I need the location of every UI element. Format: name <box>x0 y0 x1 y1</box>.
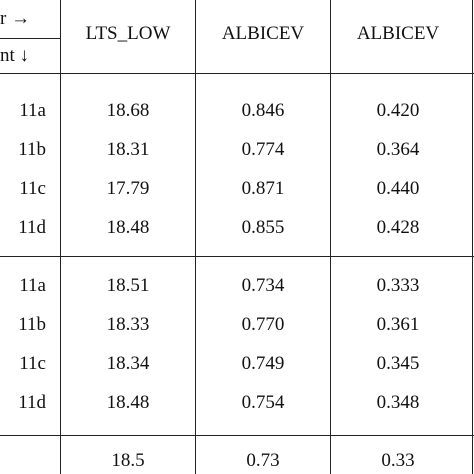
row-label: 11a <box>19 100 46 121</box>
cell-value: 0.440 <box>376 178 420 199</box>
row-label: 11b <box>18 314 46 335</box>
cell-value: 0.33 <box>381 450 415 471</box>
cell-value: 0.770 <box>241 314 285 335</box>
column-rule <box>330 0 331 474</box>
column-rule <box>60 0 61 474</box>
column-header: ALBICEV <box>221 23 305 44</box>
column-rule <box>195 0 196 474</box>
row-label: 11c <box>19 178 46 199</box>
cell-value: 0.348 <box>376 392 420 413</box>
cell-value: 0.364 <box>376 139 420 160</box>
group-rule <box>0 256 474 257</box>
row-label: 11b <box>18 139 46 160</box>
cell-value: 18.51 <box>106 275 150 296</box>
cell-value: 0.734 <box>241 275 285 296</box>
corner-top: r → <box>0 8 31 29</box>
cell-value: 0.333 <box>376 275 420 296</box>
header-rule <box>0 38 60 39</box>
row-label: 11c <box>19 353 46 374</box>
row-label: 11a <box>19 275 46 296</box>
cell-value: 18.5 <box>111 450 145 471</box>
cell-value: 18.31 <box>106 139 150 160</box>
cell-value: 0.345 <box>376 353 420 374</box>
cell-value: 0.420 <box>376 100 420 121</box>
cell-value: 0.871 <box>241 178 285 199</box>
group-rule <box>0 435 474 436</box>
cell-value: 18.48 <box>106 217 150 238</box>
column-header: ALBICEV <box>356 23 440 44</box>
column-header: LTS_LOW <box>85 23 171 44</box>
cell-value: 17.79 <box>106 178 150 199</box>
row-label: 11d <box>18 392 46 413</box>
cell-value: 18.68 <box>106 100 150 121</box>
cell-value: 0.361 <box>376 314 420 335</box>
cell-value: 0.754 <box>241 392 285 413</box>
corner-bottom: nt ↓ <box>0 45 30 66</box>
header-rule <box>0 73 474 74</box>
cell-value: 0.428 <box>376 217 420 238</box>
cell-value: 18.33 <box>106 314 150 335</box>
cell-value: 18.48 <box>106 392 150 413</box>
cell-value: 0.749 <box>241 353 285 374</box>
cell-value: 0.73 <box>246 450 280 471</box>
cell-value: 0.855 <box>241 217 285 238</box>
cell-value: 0.846 <box>241 100 285 121</box>
cell-value: 18.34 <box>106 353 150 374</box>
row-label: 11d <box>18 217 46 238</box>
column-rule <box>472 0 473 474</box>
cell-value: 0.774 <box>241 139 285 160</box>
